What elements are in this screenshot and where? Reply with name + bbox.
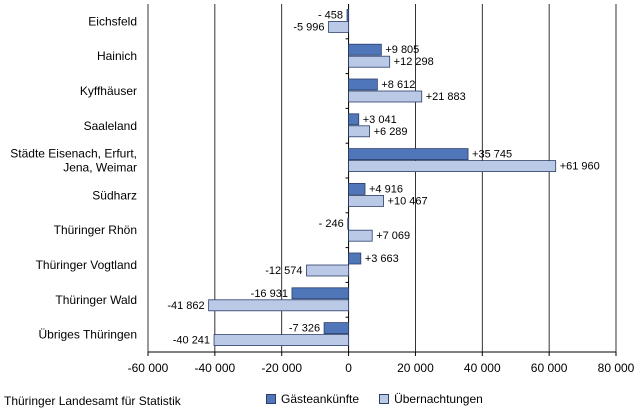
- data-label: -7 326: [289, 323, 320, 335]
- x-tick-label: -40 000: [195, 361, 236, 375]
- bar-uebernachtungen: [348, 160, 557, 173]
- bar-uebernachtungen: [348, 90, 423, 103]
- bar-gaesteankuenfte: [347, 217, 349, 230]
- bar-gaesteankuenfte: [348, 78, 378, 91]
- data-label: +9 805: [385, 44, 419, 56]
- data-label: -12 574: [265, 265, 302, 277]
- legend-swatch-uebernachtungen: [379, 394, 390, 404]
- legend-label-uebernachtungen: Übernachtungen: [394, 392, 483, 406]
- category-label: Südharz: [92, 188, 137, 202]
- bar-uebernachtungen: [328, 20, 349, 33]
- data-label: +10 467: [388, 195, 428, 207]
- bar-gaesteankuenfte: [348, 252, 362, 265]
- category-label: Übriges Thüringen: [38, 328, 137, 342]
- legend-label-gaesteankuenfte: Gästeankünfte: [281, 392, 360, 406]
- data-label: +4 916: [369, 183, 403, 195]
- data-label: +3 041: [363, 114, 397, 126]
- bar-gaesteankuenfte: [323, 322, 349, 335]
- bar-gaesteankuenfte: [348, 43, 382, 56]
- data-label: +6 289: [374, 126, 408, 138]
- data-label: - 458: [318, 9, 343, 21]
- data-label: +7 069: [376, 230, 410, 242]
- category-label: Thüringer Wald: [55, 293, 137, 307]
- x-tick-label: -60 000: [128, 361, 169, 375]
- legend: Gästeankünfte Übernachtungen: [266, 392, 483, 406]
- category-label: Kyffhäuser: [80, 84, 137, 98]
- data-label: +12 298: [394, 56, 434, 68]
- bar-gaesteankuenfte: [291, 287, 349, 300]
- x-tick-label: 20 000: [397, 361, 434, 375]
- category-label: Thüringer Rhön: [54, 223, 137, 237]
- data-label: -40 241: [173, 335, 210, 347]
- category-label: Städte Eisenach, Erfurt, Jena, Weimar: [10, 147, 137, 175]
- bar-uebernachtungen: [208, 299, 349, 312]
- data-label: -41 862: [167, 300, 204, 312]
- legend-swatch-gaesteankuenfte: [266, 394, 276, 404]
- legend-item-uebernachtungen: Übernachtungen: [379, 392, 483, 406]
- bar-gaesteankuenfte: [346, 8, 349, 21]
- bar-gaesteankuenfte: [348, 182, 366, 195]
- category-label: Saaleland: [84, 119, 137, 133]
- category-label: Thüringer Vogtland: [36, 258, 137, 272]
- data-label: +8 612: [381, 79, 415, 91]
- data-label: - 246: [319, 218, 344, 230]
- bar-gaesteankuenfte: [348, 113, 360, 126]
- data-label: -5 996: [293, 21, 324, 33]
- data-label: +35 745: [472, 149, 512, 161]
- category-label: Hainich: [97, 49, 137, 63]
- source-note: Thüringer Landesamt für Statistik: [4, 394, 181, 408]
- x-tick-label: 60 000: [531, 361, 568, 375]
- legend-item-gaesteankuenfte: Gästeankünfte: [266, 392, 359, 406]
- bar-uebernachtungen: [348, 55, 391, 68]
- category-label: Eichsfeld: [88, 14, 137, 28]
- data-label: +3 663: [365, 253, 399, 265]
- bar-uebernachtungen: [306, 264, 349, 277]
- bar-uebernachtungen: [348, 194, 384, 207]
- bar-gaesteankuenfte: [348, 148, 469, 161]
- data-label: +61 960: [560, 161, 600, 173]
- data-label: +21 883: [426, 91, 466, 103]
- x-tick-label: -20 000: [261, 361, 302, 375]
- bar-uebernachtungen: [213, 334, 349, 347]
- data-label: -16 931: [251, 288, 288, 300]
- bar-uebernachtungen: [348, 125, 370, 138]
- bar-uebernachtungen: [348, 229, 373, 242]
- x-tick-label: 80 000: [598, 361, 635, 375]
- x-tick-label: 40 000: [464, 361, 501, 375]
- x-tick-label: 0: [345, 361, 352, 375]
